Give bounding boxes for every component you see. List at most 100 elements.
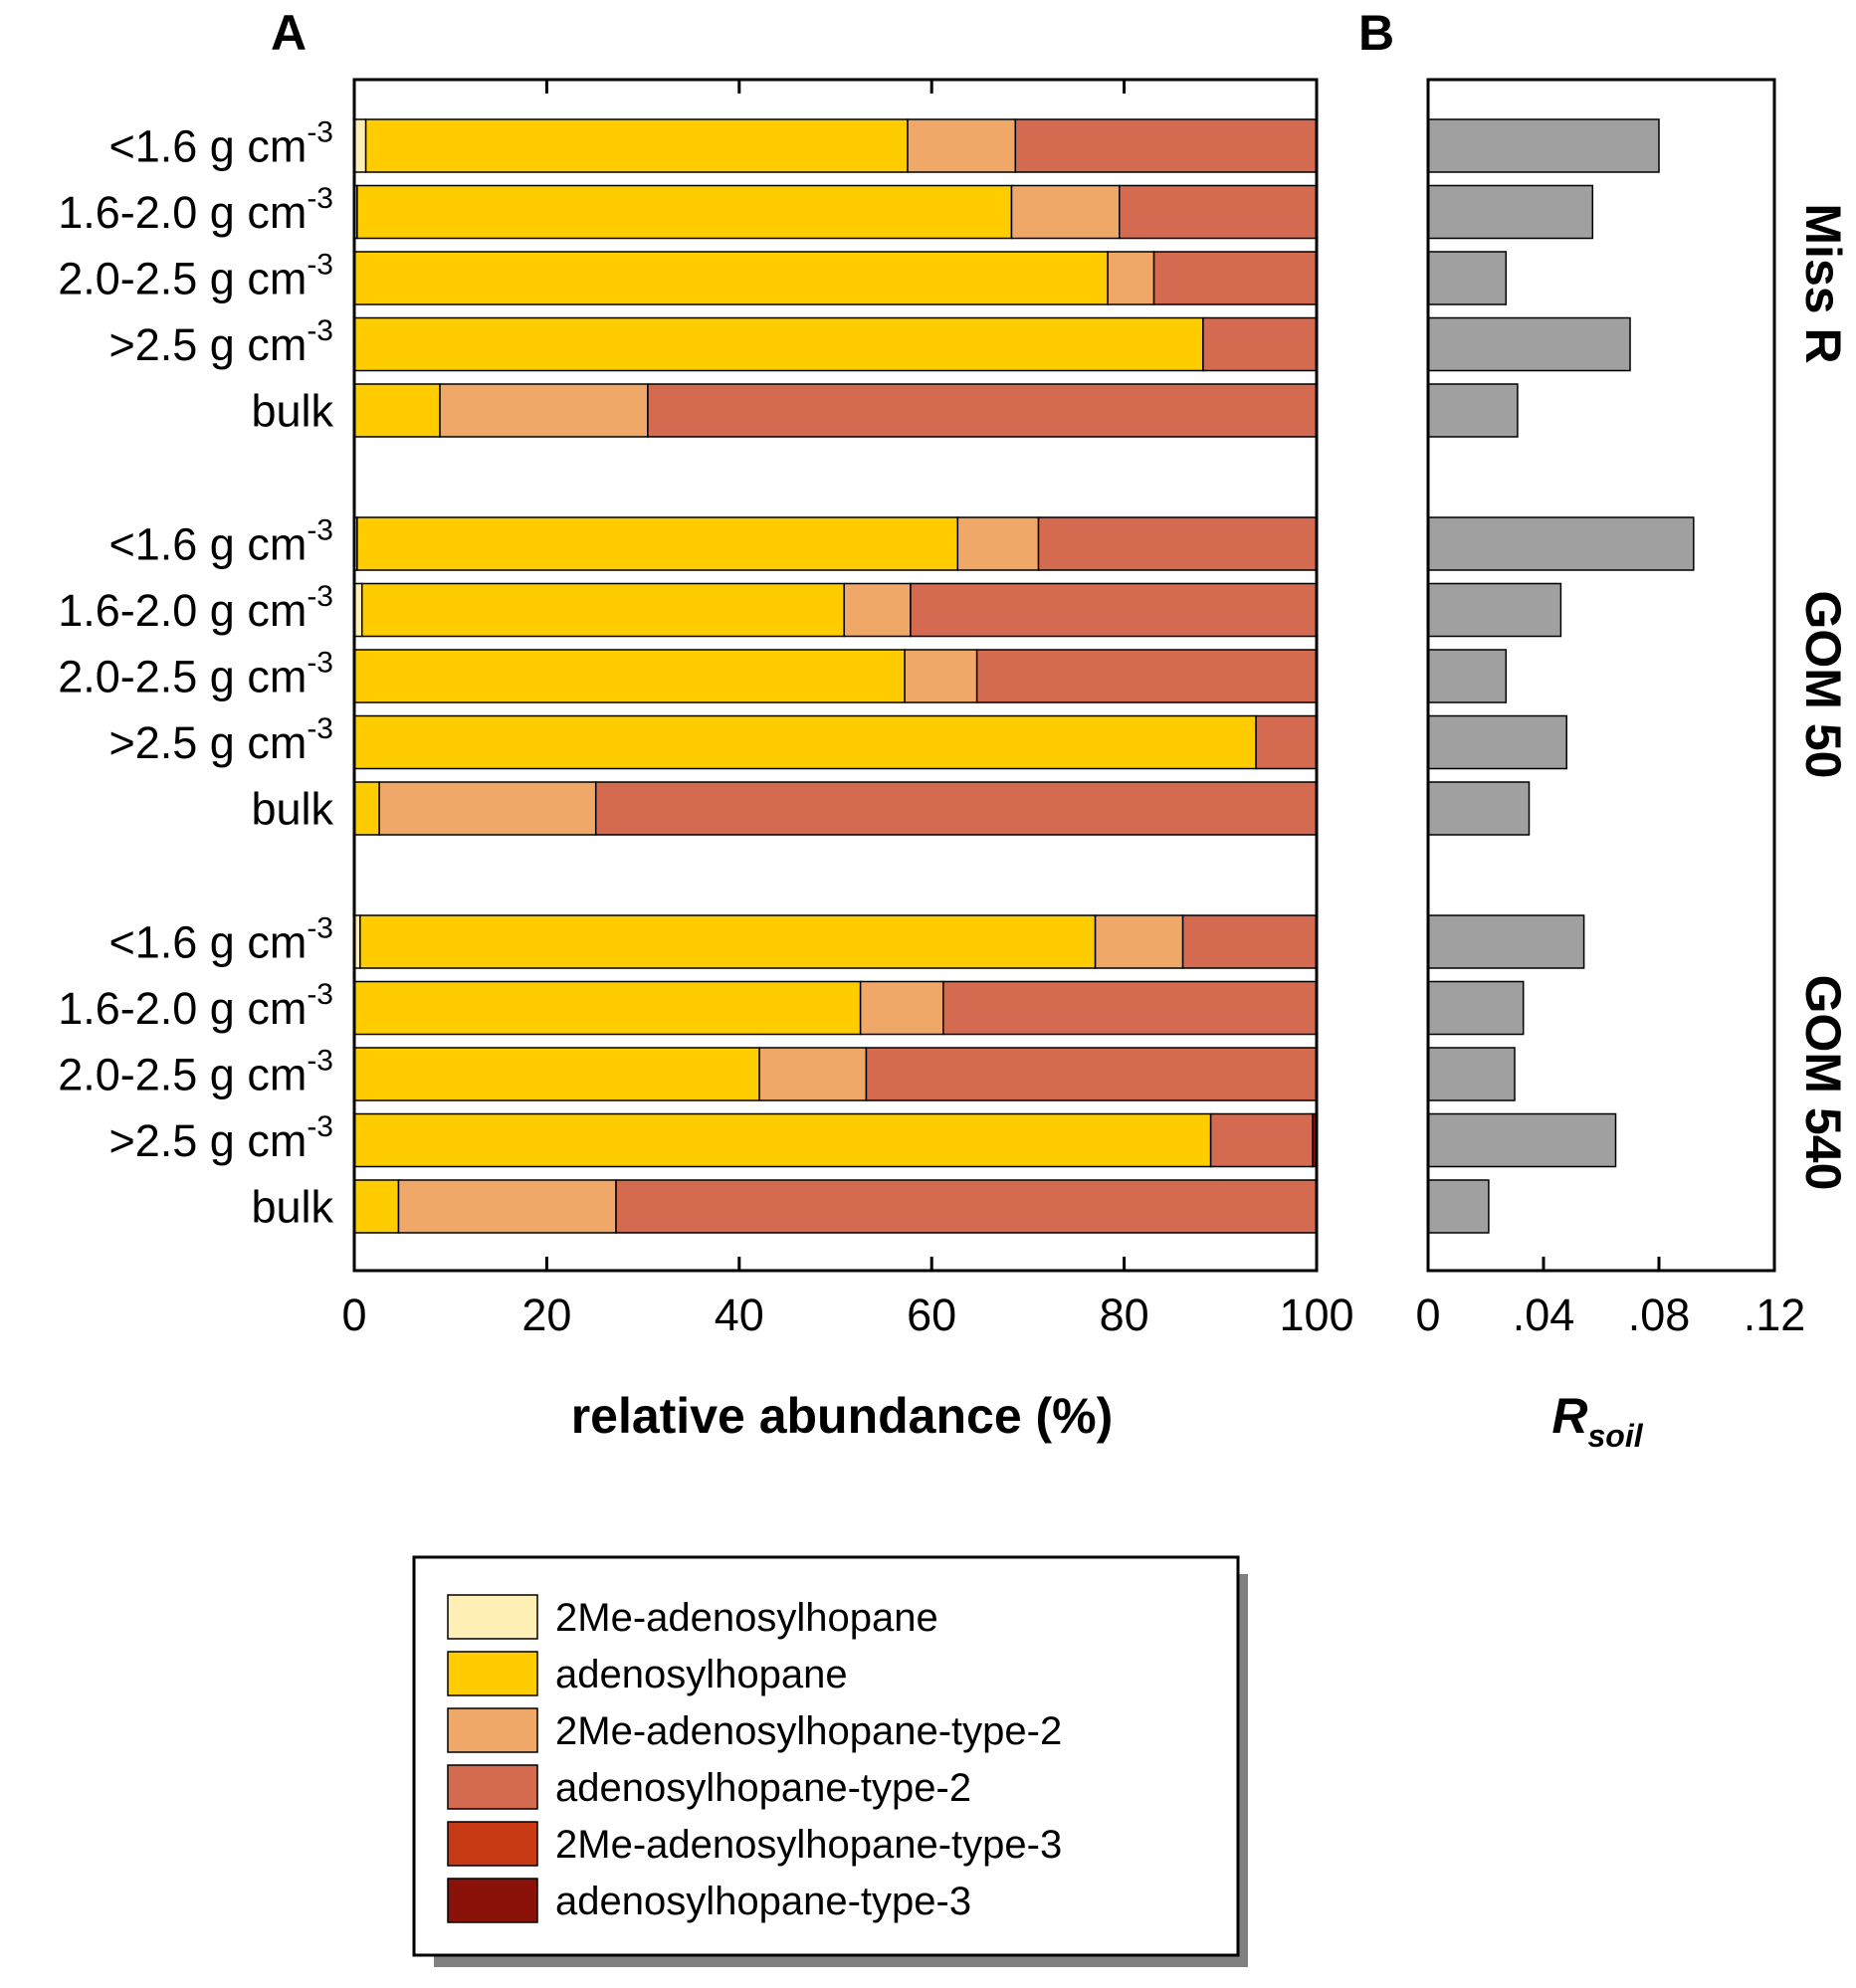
r-soil-bar [1427,582,1562,638]
r-soil-bar [1427,316,1631,372]
bar-segment-adenosylhopane-type-2 [594,781,1318,836]
x-tick-label: 60 [907,1290,956,1340]
bar-segment-adenosylhopane [353,1112,1212,1168]
bar-segment-2Me-adenosylhopane-type-2 [439,383,649,438]
bar-segment-adenosylhopane [360,582,845,638]
panel-a-ticks: 0 20 40 60 80 100 [341,80,1354,1340]
bar-segment-adenosylhopane-type-2 [942,980,1318,1036]
bar-segment-adenosylhopane [353,714,1257,770]
category-label: >2.5 g cm-3 [108,1110,333,1166]
category-label-superscript: -3 [307,1045,333,1078]
x-tick-label: 100 [1279,1290,1353,1340]
category-label: bulk [251,784,333,835]
legend-label: 2Me-adenosylhopane-type-2 [555,1709,1062,1753]
panel-a-category-labels: <1.6 g cm-31.6-2.0 g cm-32.0-2.5 g cm-3>… [58,116,333,1233]
category-label: <1.6 g cm-3 [108,912,333,968]
group-label: GOM 50 [1795,591,1851,779]
bar-segment-adenosylhopane [353,383,441,438]
category-label: 2.0-2.5 g cm-3 [58,249,333,304]
category-label-text: 1.6-2.0 g cm [58,585,307,636]
legend: 2Me-adenosylhopane adenosylhopane 2Me-aden… [412,1555,1248,1967]
bar-segment-adenosylhopane [353,1047,760,1101]
bar-segment-adenosylhopane-type-2 [1202,316,1318,372]
category-label-superscript: -3 [307,912,333,945]
bar-segment-adenosylhopane [356,184,1013,240]
panel-a-x-axis-title: relative abundance (%) [571,1388,1114,1444]
panel-label-a: A [271,5,307,61]
bar-segment-adenosylhopane-type-2 [1255,714,1318,770]
bar-segment-adenosylhopane-type-2 [1014,118,1318,173]
bar-segment-2Me-adenosylhopane [353,118,367,173]
panel-a-frame [352,78,1319,1273]
category-label: <1.6 g cm-3 [108,116,333,172]
bar-segment-2Me-adenosylhopane-type-2 [1010,184,1121,240]
bar-segment-adenosylhopane [353,251,1109,305]
x-tick-label: 0 [1415,1290,1440,1340]
legend-swatch [447,1707,538,1753]
category-label-text: >2.5 g cm [108,319,307,370]
category-label-text: >2.5 g cm [108,717,307,768]
bar-segment-adenosylhopane [353,1179,400,1234]
bar-segment-adenosylhopane-type-2 [865,1047,1318,1101]
r-soil-bar [1427,516,1695,571]
r-soil-bar [1427,649,1508,703]
r-soil-bar [1427,1179,1490,1234]
bar-segment-2Me-adenosylhopane-type-2 [956,516,1040,571]
r-soil-bar [1427,1112,1617,1168]
bar-segment-adenosylhopane-type-2 [1209,1112,1314,1168]
bar-segment-adenosylhopane-type-2 [1152,251,1318,305]
x-tick-label: 20 [521,1290,571,1340]
category-label: bulk [251,386,333,437]
bar-segment-adenosylhopane [356,516,959,571]
category-label-superscript: -3 [307,978,333,1011]
x-tick-label: .12 [1744,1290,1806,1340]
group-label: Miss R [1795,203,1851,363]
x-tick-label: .08 [1628,1290,1691,1340]
bar-segment-2Me-adenosylhopane-type-2 [397,1179,617,1234]
panel-b-x-axis-title-subscript: soil [1587,1418,1643,1454]
legend-label: adenosylhopane-type-2 [555,1766,971,1810]
category-label-text: bulk [251,784,333,835]
bar-segment-adenosylhopane-type-2 [1037,516,1318,571]
r-soil-bar [1427,714,1567,770]
category-label: 1.6-2.0 g cm-3 [58,182,333,238]
bar-segment-2Me-adenosylhopane-type-2 [1107,251,1155,305]
panel-label-b: B [1358,5,1394,61]
r-soil-bar [1427,1047,1516,1101]
legend-swatch [447,1594,538,1640]
bar-segment-2Me-adenosylhopane-type-2 [907,118,1017,173]
category-label-text: <1.6 g cm [108,121,307,172]
category-label-text: >2.5 g cm [108,1115,307,1166]
group-label: GOM 540 [1795,975,1851,1191]
bar-segment-2Me-adenosylhopane-type-2 [1094,914,1184,969]
panel-a-chart: 0 20 40 60 80 100 <1.6 g cm-31.6-2.0 g cm-32.… [58,78,1354,1444]
r-soil-bar [1427,383,1519,438]
category-label-superscript: -3 [307,1110,333,1143]
bar-segment-adenosylhopane-type-2 [910,582,1318,638]
bar-segment-adenosylhopane-type-2 [647,383,1318,438]
legend-swatch [447,1821,538,1867]
category-label: 1.6-2.0 g cm-3 [58,978,333,1034]
r-soil-bar [1427,980,1525,1036]
r-soil-bar [1427,118,1660,173]
category-label-text: 2.0-2.5 g cm [58,254,307,304]
bar-segment-adenosylhopane [359,914,1097,969]
panel-a-bars [353,118,1318,1234]
bar-segment-2Me-adenosylhopane-type-2 [843,582,912,638]
bar-segment-adenosylhopane-type-2 [1181,914,1318,969]
category-label: bulk [251,1182,333,1233]
legend-items: 2Me-adenosylhopane adenosylhopane 2Me-aden… [447,1594,1062,1923]
category-label-text: <1.6 g cm [108,519,307,570]
category-label-superscript: -3 [307,182,333,215]
legend-label: 2Me-adenosylhopane-type-3 [555,1823,1062,1867]
r-soil-bar [1427,184,1594,240]
bar-segment-adenosylhopane-type-2 [975,649,1318,703]
panel-b-frame [1426,78,1776,1273]
legend-swatch [447,1651,538,1696]
bar-segment-adenosylhopane [353,781,380,836]
panel-b-bars [1427,118,1695,1234]
category-label-text: bulk [251,1182,333,1233]
panel-b-chart: 0 .04 .08 .12 Rsoil [1415,78,1806,1454]
bar-segment-2Me-adenosylhopane-type-2 [758,1047,868,1101]
